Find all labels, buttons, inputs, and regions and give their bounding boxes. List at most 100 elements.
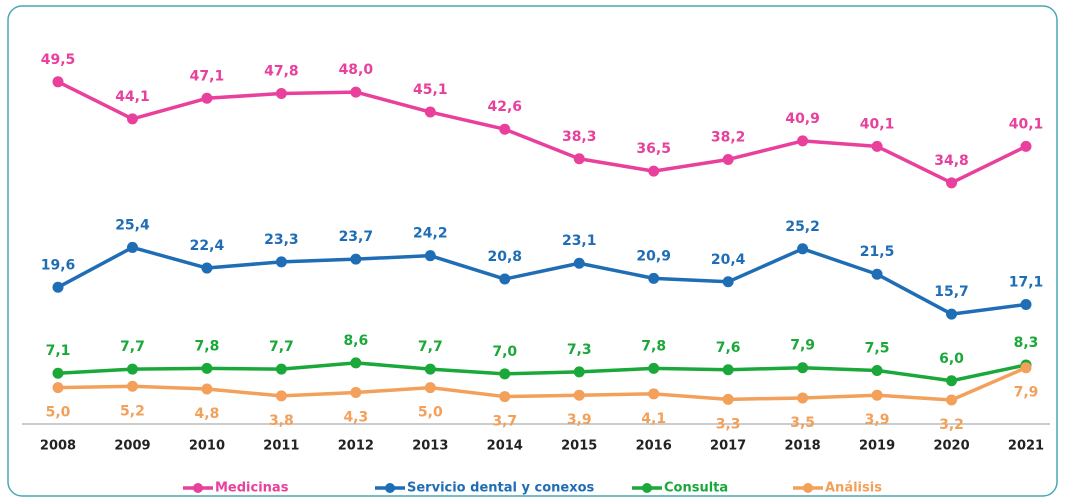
data-point <box>648 388 660 400</box>
legend-label: Servicio dental y conexos <box>407 481 595 496</box>
data-label: 7,0 <box>492 344 517 360</box>
series-line <box>57 361 1027 383</box>
data-point <box>946 394 958 406</box>
data-point <box>424 250 436 262</box>
data-point <box>126 363 138 375</box>
x-tick-label: 2009 <box>114 439 150 454</box>
x-tick-label: 2010 <box>189 439 225 454</box>
data-label: 15,7 <box>934 284 969 300</box>
data-label: 40,1 <box>1009 116 1044 132</box>
data-label: 20,4 <box>711 252 746 268</box>
series-line <box>57 245 1027 316</box>
data-label: 44,1 <box>115 89 150 105</box>
data-point <box>797 243 809 255</box>
x-tick-label: 2015 <box>561 439 597 454</box>
data-label: 7,9 <box>1014 385 1039 401</box>
data-label: 7,7 <box>418 339 443 355</box>
data-point <box>350 86 362 98</box>
data-point <box>52 367 64 379</box>
data-label: 5,0 <box>46 405 71 421</box>
data-label: 40,9 <box>785 111 820 127</box>
data-label: 42,6 <box>487 99 522 115</box>
data-label: 7,5 <box>865 340 890 356</box>
data-point <box>499 123 511 135</box>
legend-label: Consulta <box>664 481 728 496</box>
data-point <box>722 276 734 288</box>
data-label: 4,8 <box>195 406 220 422</box>
data-point <box>797 392 809 404</box>
data-label: 48,0 <box>339 62 374 78</box>
data-label: 7,1 <box>46 343 71 359</box>
data-point <box>350 386 362 398</box>
data-label: 8,6 <box>343 333 368 349</box>
data-label: 5,0 <box>418 405 443 421</box>
x-tick-label: 2011 <box>263 439 299 454</box>
data-point <box>201 92 213 104</box>
data-point <box>52 281 64 293</box>
data-label: 20,9 <box>636 248 671 264</box>
data-label: 47,8 <box>264 63 299 79</box>
data-label: 7,3 <box>567 342 592 358</box>
data-point <box>871 364 883 376</box>
chart-frame <box>7 5 1058 497</box>
x-tick-label: 2013 <box>412 439 448 454</box>
x-tick-label: 2021 <box>1008 439 1044 454</box>
data-label: 3,9 <box>567 412 592 428</box>
data-point <box>573 257 585 269</box>
data-point <box>275 87 287 99</box>
data-point <box>573 366 585 378</box>
data-label: 38,2 <box>711 129 746 145</box>
data-label: 23,7 <box>339 229 374 245</box>
data-label: 25,2 <box>785 219 820 235</box>
data-point <box>722 393 734 405</box>
data-label: 24,2 <box>413 226 448 242</box>
legend-label: Medicinas <box>215 481 289 496</box>
data-label: 20,8 <box>487 249 522 265</box>
x-tick-label: 2020 <box>933 439 969 454</box>
data-point <box>275 390 287 402</box>
data-label: 7,8 <box>641 338 666 354</box>
data-point <box>946 177 958 189</box>
series-line <box>57 80 1027 185</box>
data-point <box>201 262 213 274</box>
data-point <box>1020 140 1032 152</box>
data-label: 47,1 <box>190 68 225 84</box>
legend-label: Análisis <box>825 481 882 496</box>
data-point <box>424 106 436 118</box>
data-point <box>499 273 511 285</box>
data-label: 7,6 <box>716 340 741 356</box>
data-point <box>871 268 883 280</box>
legend-marker <box>642 483 652 493</box>
data-label: 45,1 <box>413 82 448 98</box>
data-label: 40,1 <box>860 116 895 132</box>
data-label: 21,5 <box>860 244 895 260</box>
data-point <box>1020 298 1032 310</box>
data-point <box>1020 362 1032 374</box>
data-point <box>722 364 734 376</box>
data-point <box>946 375 958 387</box>
data-point <box>201 383 213 395</box>
data-point <box>797 135 809 147</box>
data-label: 7,7 <box>269 339 294 355</box>
series-line <box>57 366 1027 402</box>
data-label: 49,5 <box>41 52 76 68</box>
data-label: 3,2 <box>939 417 964 433</box>
x-tick-label: 2012 <box>338 439 374 454</box>
data-label: 3,7 <box>492 414 517 430</box>
data-label: 22,4 <box>190 238 225 254</box>
legend-marker <box>385 483 395 493</box>
data-point <box>350 253 362 265</box>
data-label: 5,2 <box>120 403 145 419</box>
data-label: 17,1 <box>1009 274 1044 290</box>
legend-marker <box>803 483 813 493</box>
data-label: 4,3 <box>343 409 368 425</box>
x-tick-label: 2008 <box>40 439 76 454</box>
data-label: 4,1 <box>641 411 666 427</box>
data-label: 3,8 <box>269 413 294 429</box>
x-tick-label: 2016 <box>636 439 672 454</box>
data-point <box>275 256 287 268</box>
x-tick-label: 2017 <box>710 439 746 454</box>
data-point <box>722 153 734 165</box>
data-label: 3,3 <box>716 416 741 432</box>
